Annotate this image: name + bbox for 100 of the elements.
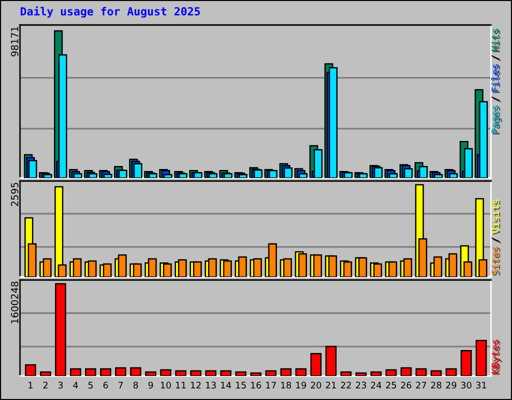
bar bbox=[238, 174, 248, 178]
bar bbox=[298, 253, 307, 277]
x-tick-label: 15 bbox=[236, 382, 246, 389]
text: / bbox=[492, 55, 501, 62]
text: 2595 bbox=[10, 182, 18, 206]
x-tick-label: 31 bbox=[476, 382, 486, 389]
bar bbox=[72, 258, 82, 277]
x-tick-label: 29 bbox=[446, 382, 456, 389]
bar bbox=[343, 261, 352, 277]
bar bbox=[403, 258, 412, 277]
bar bbox=[358, 257, 368, 277]
x-tick-label: 11 bbox=[176, 382, 186, 388]
bar bbox=[265, 370, 276, 376]
x-tick-label: 8 bbox=[133, 382, 138, 389]
bar bbox=[313, 254, 322, 277]
bar bbox=[433, 256, 442, 277]
bar bbox=[88, 173, 98, 178]
x-tick-label: 3 bbox=[58, 382, 63, 389]
bar bbox=[283, 258, 292, 277]
bar bbox=[373, 263, 382, 277]
bar bbox=[314, 149, 323, 178]
bar bbox=[102, 263, 112, 277]
bar bbox=[132, 263, 142, 277]
bar bbox=[73, 173, 82, 178]
bar bbox=[298, 173, 308, 178]
bar bbox=[28, 160, 38, 178]
bar bbox=[24, 364, 36, 376]
bar bbox=[418, 166, 428, 178]
bar bbox=[448, 253, 458, 277]
bar bbox=[416, 368, 427, 376]
x-tick-label: 4 bbox=[73, 382, 78, 388]
x-tick-label: 19 bbox=[296, 382, 306, 389]
bar bbox=[328, 255, 338, 277]
bar bbox=[148, 258, 157, 277]
bar bbox=[178, 259, 187, 277]
bar bbox=[253, 258, 262, 277]
x-tick-label: 25 bbox=[386, 382, 396, 389]
x-tick-label: 18 bbox=[281, 382, 292, 389]
text: / bbox=[492, 237, 501, 244]
bar bbox=[115, 367, 126, 376]
x-tick-label: 1 bbox=[28, 382, 33, 388]
bar bbox=[118, 254, 127, 277]
chart-title: Daily usage for August 2025 bbox=[20, 6, 200, 18]
bar bbox=[344, 172, 353, 178]
bar bbox=[295, 368, 307, 376]
x-tick-label: 23 bbox=[356, 382, 366, 389]
bar bbox=[220, 370, 232, 376]
bar bbox=[42, 258, 52, 277]
bar bbox=[355, 372, 367, 376]
bar bbox=[85, 368, 96, 376]
bar bbox=[325, 346, 337, 376]
text: KBytes bbox=[492, 340, 502, 375]
x-tick-label: 16 bbox=[251, 382, 262, 389]
bar bbox=[374, 167, 383, 178]
bar bbox=[40, 371, 52, 376]
x-tick-label: 2 bbox=[43, 382, 48, 388]
bar bbox=[54, 186, 64, 277]
bar bbox=[100, 368, 112, 376]
bar bbox=[103, 174, 112, 178]
bar bbox=[310, 353, 322, 376]
text: Sites bbox=[491, 246, 500, 276]
text: Pages bbox=[492, 106, 502, 134]
x-tick-label: 10 bbox=[160, 382, 171, 389]
bar bbox=[193, 261, 202, 277]
bar bbox=[88, 260, 97, 277]
bar bbox=[54, 283, 66, 376]
bar bbox=[400, 367, 412, 376]
bar bbox=[70, 368, 82, 376]
text: Hits bbox=[491, 28, 500, 52]
bar bbox=[190, 370, 202, 376]
bar bbox=[340, 371, 352, 376]
x-tick-label: 20 bbox=[310, 382, 322, 389]
text: / bbox=[492, 96, 501, 103]
x-tick-label: 6 bbox=[103, 382, 108, 389]
bar bbox=[145, 371, 156, 376]
bar bbox=[404, 168, 413, 178]
text: Visits bbox=[491, 199, 500, 235]
bar bbox=[280, 368, 292, 376]
x-tick-label: 21 bbox=[326, 382, 336, 388]
bar bbox=[268, 243, 277, 277]
bar bbox=[284, 167, 293, 178]
x-tick-label: 24 bbox=[370, 382, 382, 388]
x-tick-label: 9 bbox=[148, 382, 153, 389]
x-tick-label: 28 bbox=[431, 382, 442, 389]
bar bbox=[43, 174, 52, 178]
bar bbox=[446, 368, 457, 376]
bar bbox=[388, 173, 398, 178]
bar bbox=[370, 371, 382, 376]
bar bbox=[238, 256, 247, 277]
x-tick-label: 14 bbox=[221, 382, 232, 388]
bar bbox=[163, 263, 172, 277]
text: 1600248 bbox=[10, 282, 18, 324]
bar bbox=[175, 370, 186, 376]
x-tick-label: 17 bbox=[266, 382, 276, 388]
bar bbox=[235, 371, 246, 376]
x-tick-label: 22 bbox=[340, 382, 351, 388]
bar bbox=[386, 369, 397, 376]
bar bbox=[388, 261, 398, 277]
x-tick-label: 26 bbox=[401, 382, 412, 389]
bar bbox=[160, 369, 172, 376]
